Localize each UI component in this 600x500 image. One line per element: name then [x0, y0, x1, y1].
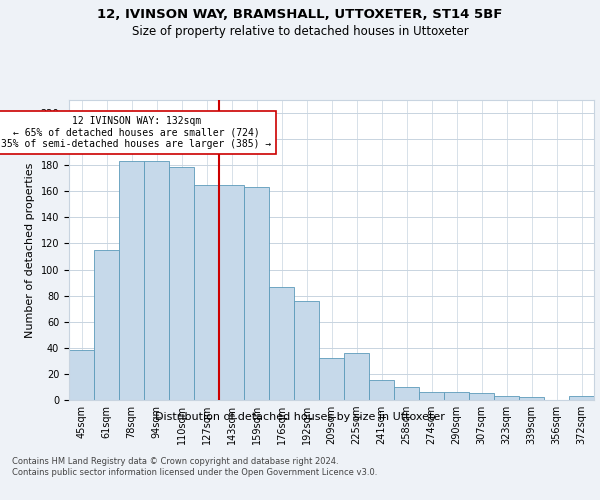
Bar	[419, 392, 444, 400]
Text: Contains HM Land Registry data © Crown copyright and database right 2024.
Contai: Contains HM Land Registry data © Crown c…	[12, 458, 377, 477]
Bar	[269, 286, 294, 400]
Bar	[369, 380, 394, 400]
Bar	[194, 185, 219, 400]
Bar	[144, 162, 169, 400]
Bar	[294, 301, 319, 400]
Bar	[494, 396, 519, 400]
Text: 12 IVINSON WAY: 132sqm
← 65% of detached houses are smaller (724)
35% of semi-de: 12 IVINSON WAY: 132sqm ← 65% of detached…	[1, 116, 272, 149]
Bar	[444, 392, 469, 400]
Bar	[344, 353, 369, 400]
Bar	[519, 398, 544, 400]
Text: 12, IVINSON WAY, BRAMSHALL, UTTOXETER, ST14 5BF: 12, IVINSON WAY, BRAMSHALL, UTTOXETER, S…	[97, 8, 503, 20]
Text: Size of property relative to detached houses in Uttoxeter: Size of property relative to detached ho…	[131, 25, 469, 38]
Bar	[319, 358, 344, 400]
Bar	[394, 387, 419, 400]
Bar	[119, 162, 144, 400]
Bar	[469, 394, 494, 400]
Bar	[219, 185, 244, 400]
Bar	[69, 350, 94, 400]
Bar	[569, 396, 594, 400]
Bar	[94, 250, 119, 400]
Bar	[169, 166, 194, 400]
Bar	[244, 188, 269, 400]
Y-axis label: Number of detached properties: Number of detached properties	[25, 162, 35, 338]
Text: Distribution of detached houses by size in Uttoxeter: Distribution of detached houses by size …	[155, 412, 445, 422]
